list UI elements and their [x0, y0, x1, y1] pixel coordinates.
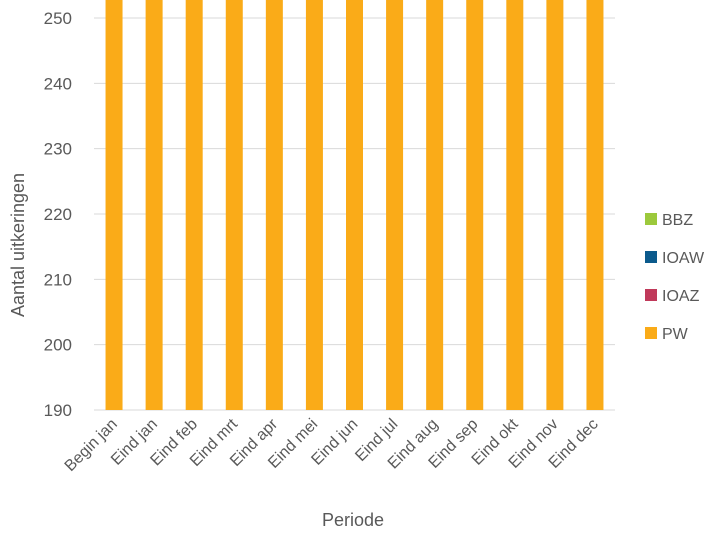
legend: BBZ IOAW IOAZ PW: [645, 212, 705, 343]
bar-pw-10: [506, 0, 524, 410]
legend-swatch-ioaw: [645, 251, 657, 263]
bar-pw-6: [346, 0, 363, 411]
bar-pw-3: [225, 0, 243, 410]
bar-pw-4: [265, 0, 283, 410]
bar-pw-7: [386, 0, 404, 410]
legend-label-ioaw: IOAW: [662, 250, 705, 267]
x-axis-title: Periode: [322, 510, 384, 530]
y-tick-label: 220: [44, 205, 72, 224]
y-tick-label: 210: [44, 270, 72, 289]
y-axis-title: Aantal uitkeringen: [8, 173, 28, 317]
legend-label-ioaz: IOAZ: [662, 288, 700, 305]
y-tick-label: 230: [44, 140, 72, 159]
legend-label-bbz: BBZ: [662, 212, 693, 229]
legend-swatch-ioaz: [645, 289, 657, 301]
bar-pw-8: [426, 0, 444, 410]
bar-pw-5: [305, 0, 323, 410]
bar-pw-0: [105, 0, 123, 411]
legend-label-pw: PW: [662, 326, 689, 343]
y-tick-label: 190: [44, 401, 72, 420]
legend-swatch-bbz: [645, 213, 657, 225]
legend-swatch-pw: [645, 327, 657, 339]
x-tick-label: Begin jan: [62, 416, 121, 475]
bar-pw-1: [145, 0, 163, 410]
y-tick-label: 240: [44, 74, 72, 93]
bar-pw-11: [546, 0, 564, 410]
bar-pw-2: [185, 0, 203, 410]
bars: [105, 0, 604, 411]
y-tick-label: 200: [44, 336, 72, 355]
bar-pw-9: [466, 0, 484, 410]
y-tick-label: 250: [44, 9, 72, 28]
bar-pw-12: [586, 0, 604, 410]
y-axis-ticks: 190 200 210 220 230 240 250: [44, 9, 72, 420]
